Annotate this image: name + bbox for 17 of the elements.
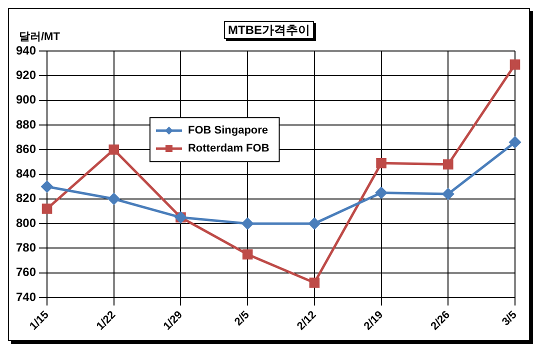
- y-tick-label: 740: [16, 290, 36, 304]
- y-tick-label: 840: [16, 166, 36, 181]
- y-tick-label: 940: [16, 43, 36, 58]
- x-tick-label: 2/5: [232, 308, 252, 328]
- legend-label: Rotterdam FOB: [188, 142, 270, 155]
- y-tick-label: 760: [16, 265, 36, 280]
- y-tick-label: 880: [16, 117, 36, 132]
- y-axis-title: 달러/MT: [19, 31, 60, 44]
- y-tick-label: 780: [16, 240, 36, 255]
- x-tick-label: 3/5: [500, 308, 520, 328]
- y-tick-label: 900: [16, 92, 36, 107]
- y-tick-label: 820: [16, 191, 36, 206]
- y-tick-label: 860: [16, 142, 36, 156]
- y-tick-label: 920: [16, 68, 36, 82]
- chart-title: MTBE가격추이: [224, 21, 314, 39]
- y-tick-label: 800: [16, 216, 36, 230]
- legend-label: FOB Singapore: [188, 124, 268, 137]
